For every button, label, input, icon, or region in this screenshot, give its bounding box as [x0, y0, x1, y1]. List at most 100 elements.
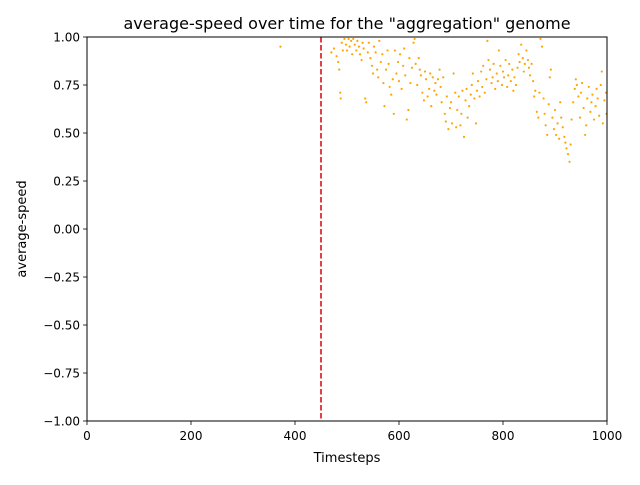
- y-tick-label: 0.00: [53, 223, 80, 237]
- data-point: [530, 62, 533, 65]
- x-axis-ticks: 0 200 400 600 800 1000: [83, 421, 622, 443]
- data-point: [552, 128, 556, 131]
- data-point: [599, 83, 602, 87]
- data-point: [553, 108, 557, 112]
- data-point: [459, 124, 462, 127]
- data-point: [473, 97, 476, 100]
- data-point: [539, 37, 542, 41]
- data-point: [586, 97, 589, 100]
- data-point: [564, 141, 567, 144]
- data-point: [556, 122, 559, 125]
- data-point: [508, 62, 511, 65]
- data-point: [348, 45, 351, 48]
- data-point: [490, 81, 493, 85]
- data-point: [393, 49, 396, 52]
- data-point: [558, 137, 561, 140]
- data-point: [431, 76, 434, 79]
- data-point: [330, 51, 333, 54]
- data-point: [392, 112, 395, 115]
- data-point: [372, 45, 376, 48]
- data-point: [386, 49, 389, 52]
- data-point: [551, 116, 554, 119]
- data-point: [577, 95, 580, 98]
- data-point: [440, 101, 443, 104]
- data-point: [470, 83, 473, 87]
- x-tick-label: 400: [284, 429, 307, 443]
- data-point: [566, 153, 570, 156]
- data-point: [495, 72, 498, 75]
- data-point: [513, 76, 516, 79]
- data-point: [444, 120, 447, 123]
- data-point: [501, 70, 505, 73]
- data-point: [534, 89, 537, 92]
- data-point: [504, 58, 507, 62]
- data-point: [400, 87, 403, 90]
- data-point: [497, 49, 500, 52]
- data-point: [433, 89, 436, 92]
- data-point: [584, 133, 587, 137]
- plot-frame: [86, 36, 608, 422]
- data-point: [347, 37, 350, 41]
- data-point: [396, 60, 400, 64]
- data-point: [383, 105, 386, 108]
- data-point: [350, 39, 353, 42]
- x-axis-label: Timesteps: [313, 451, 381, 466]
- data-point: [391, 78, 394, 81]
- data-point: [522, 70, 525, 73]
- data-point: [554, 133, 558, 137]
- y-tick-label: 0.25: [53, 175, 80, 189]
- data-point: [570, 118, 573, 121]
- data-point: [518, 60, 521, 64]
- x-tick-label: 0: [83, 429, 91, 443]
- data-point: [488, 68, 492, 71]
- data-point: [471, 72, 474, 75]
- data-point: [408, 57, 411, 60]
- data-point: [387, 62, 390, 65]
- data-point: [517, 53, 520, 56]
- data-point: [461, 89, 464, 92]
- data-point: [460, 112, 463, 115]
- data-point: [462, 135, 466, 138]
- data-point: [533, 95, 536, 98]
- data-point: [367, 41, 370, 44]
- data-point: [335, 55, 338, 58]
- data-point: [569, 143, 572, 146]
- points-layer: [279, 37, 608, 163]
- data-point: [442, 76, 445, 79]
- data-point: [526, 58, 530, 62]
- data-point: [371, 72, 375, 75]
- data-point: [601, 122, 604, 125]
- data-point: [474, 122, 478, 125]
- data-point: [407, 108, 410, 112]
- data-point: [537, 116, 540, 119]
- data-point: [374, 51, 377, 54]
- data-point: [578, 116, 582, 119]
- data-point: [452, 72, 455, 75]
- data-point: [357, 45, 361, 48]
- data-point: [436, 78, 440, 81]
- data-point: [528, 74, 532, 77]
- x-tick-label: 800: [492, 429, 515, 443]
- data-point: [428, 87, 431, 90]
- data-point: [388, 85, 391, 89]
- data-point: [412, 41, 415, 44]
- data-point: [395, 72, 398, 75]
- data-point: [426, 95, 429, 98]
- data-point: [542, 97, 545, 100]
- data-point: [351, 53, 354, 56]
- data-point: [454, 91, 457, 94]
- y-axis-label: average-speed: [15, 180, 30, 277]
- data-point: [417, 57, 420, 60]
- data-point: [568, 160, 571, 163]
- data-point: [361, 41, 364, 44]
- data-point: [538, 91, 541, 94]
- data-point: [475, 89, 479, 92]
- data-point: [332, 47, 336, 50]
- data-point: [345, 49, 349, 52]
- data-point: [546, 133, 549, 137]
- data-point: [443, 112, 446, 115]
- x-tick-label: 200: [180, 429, 203, 443]
- data-point: [572, 101, 575, 104]
- data-point: [483, 91, 486, 94]
